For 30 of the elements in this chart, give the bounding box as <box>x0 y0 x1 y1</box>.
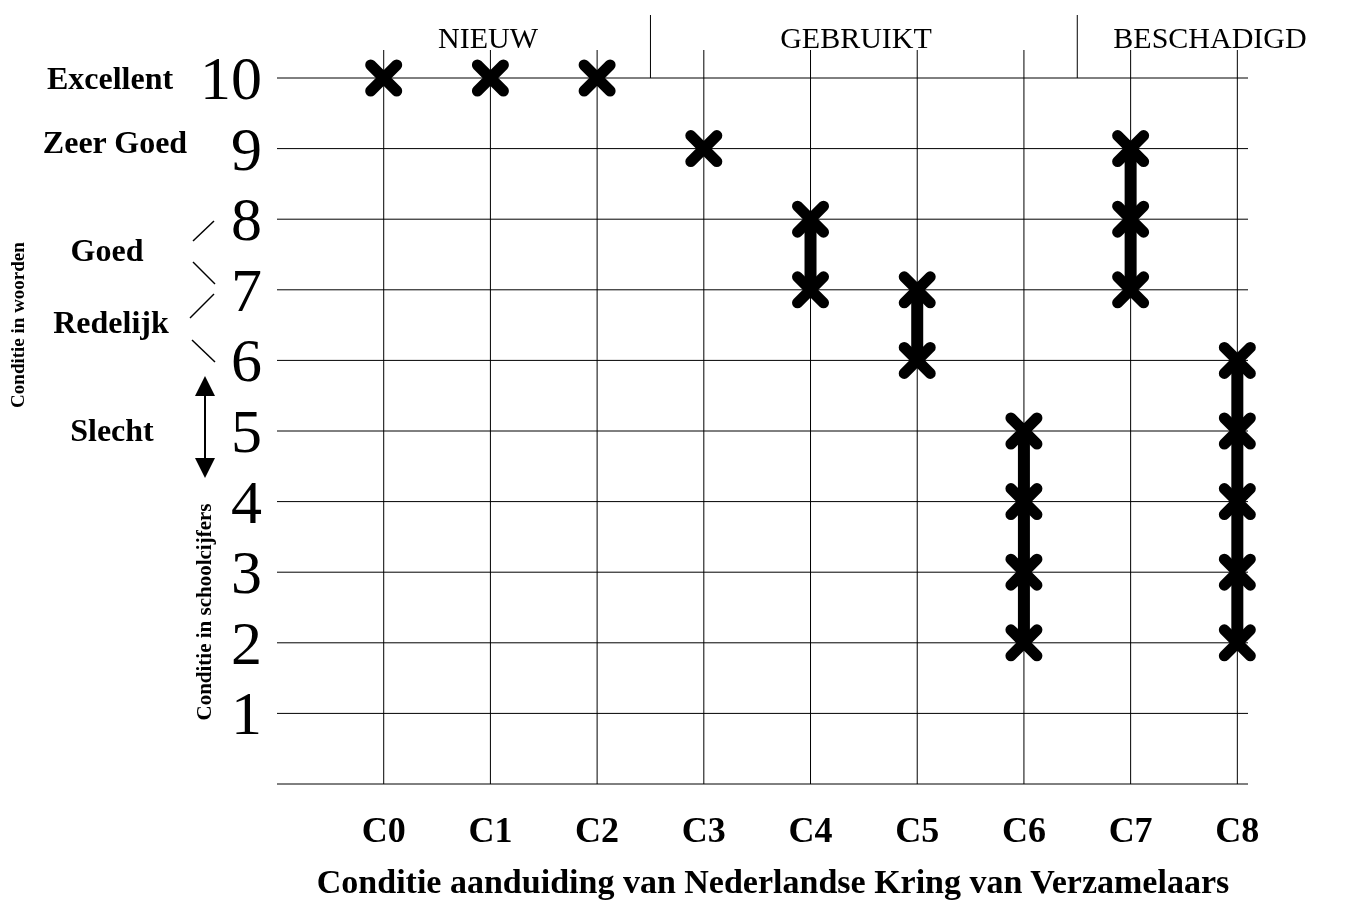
text: Slecht <box>70 412 155 448</box>
y-tick-label: 10 <box>200 44 262 112</box>
y-axis-title: Conditie in schoolcijfers <box>192 503 216 721</box>
x-axis-title: Conditie aanduiding van Nederlandse Kring van Verzamelaars <box>316 863 1230 900</box>
y-tick-label: 5 <box>231 397 262 465</box>
y-tick-label: 8 <box>231 185 262 254</box>
x-tick-label: C5 <box>895 810 940 850</box>
text: Redelijk <box>53 304 169 340</box>
text: GEBRUIKT <box>780 20 932 54</box>
x-tick-label: C3 <box>681 810 726 850</box>
y-tick-label: 2 <box>231 608 262 677</box>
text: Conditie in woorden <box>7 241 28 408</box>
x-tick-label: C0 <box>361 810 406 850</box>
text: Goed <box>70 232 144 268</box>
y-tick-label: 3 <box>231 538 262 607</box>
y-tick-label: 7 <box>231 255 262 324</box>
x-tick-label: C6 <box>1001 810 1046 850</box>
x-tick-label: C7 <box>1108 810 1153 850</box>
x-tick-label: C4 <box>788 810 833 850</box>
text: BESCHADIGD <box>1113 20 1307 54</box>
y-tick-label: 1 <box>231 679 262 748</box>
x-tick-label: C2 <box>575 810 620 850</box>
text: Zeer Goed <box>42 124 188 160</box>
x-tick-label: C8 <box>1215 810 1260 850</box>
x-tick-label: C1 <box>468 810 513 850</box>
y-tick-label: 9 <box>231 114 262 183</box>
text: NIEUW <box>438 20 539 54</box>
y-tick-label: 4 <box>231 467 262 536</box>
y-tick-label: 6 <box>231 326 262 395</box>
text: Excellent <box>46 60 174 96</box>
